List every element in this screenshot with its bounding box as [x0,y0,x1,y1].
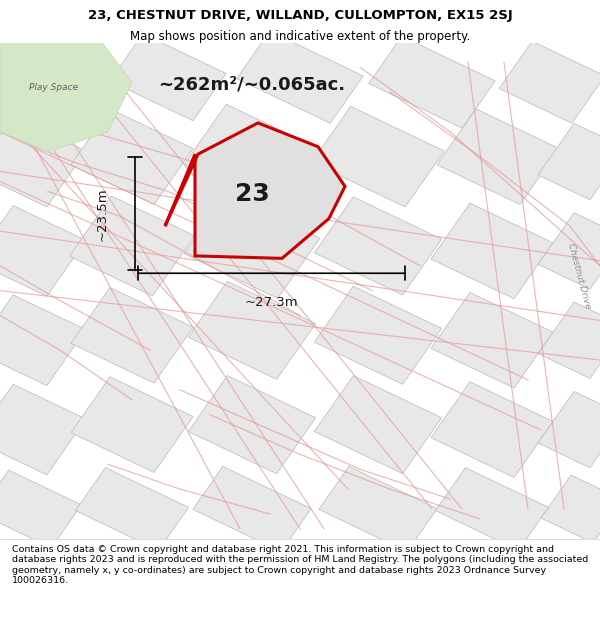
Polygon shape [76,468,188,551]
Polygon shape [538,213,600,289]
Polygon shape [0,384,86,475]
Polygon shape [314,376,442,474]
Polygon shape [188,376,316,474]
Polygon shape [71,288,193,383]
Polygon shape [312,106,444,207]
Polygon shape [71,109,193,204]
Text: Map shows position and indicative extent of the property.: Map shows position and indicative extent… [130,30,470,42]
Polygon shape [184,104,320,209]
Polygon shape [431,382,553,478]
Polygon shape [70,196,194,296]
Polygon shape [0,42,132,152]
Polygon shape [71,377,193,472]
Polygon shape [0,470,82,548]
Polygon shape [0,206,86,296]
Polygon shape [0,295,86,386]
Polygon shape [165,123,345,258]
Text: 23, CHESTNUT DRIVE, WILLAND, CULLOMPTON, EX15 2SJ: 23, CHESTNUT DRIVE, WILLAND, CULLOMPTON,… [88,9,512,21]
Polygon shape [369,36,495,128]
Polygon shape [541,475,600,543]
Polygon shape [188,281,316,379]
Polygon shape [431,292,553,388]
Polygon shape [193,466,311,551]
Polygon shape [538,123,600,200]
Text: ~23.5m: ~23.5m [95,187,109,241]
Text: ~262m²/~0.065ac.: ~262m²/~0.065ac. [158,76,346,94]
Polygon shape [319,466,437,551]
Polygon shape [538,391,600,468]
Polygon shape [436,468,548,551]
Text: 23: 23 [235,182,269,206]
Polygon shape [499,41,600,123]
Polygon shape [437,109,559,204]
Polygon shape [314,197,442,295]
Polygon shape [110,34,226,121]
Polygon shape [237,31,363,123]
Text: Play Space: Play Space [29,82,79,92]
Polygon shape [314,286,442,384]
Text: ~27.3m: ~27.3m [245,296,298,309]
Text: Chestnut Drive: Chestnut Drive [566,242,592,309]
Polygon shape [431,203,553,299]
Polygon shape [184,194,320,298]
Text: Contains OS data © Crown copyright and database right 2021. This information is : Contains OS data © Crown copyright and d… [12,545,588,585]
Polygon shape [0,37,107,128]
Polygon shape [0,116,86,207]
Polygon shape [538,302,600,379]
